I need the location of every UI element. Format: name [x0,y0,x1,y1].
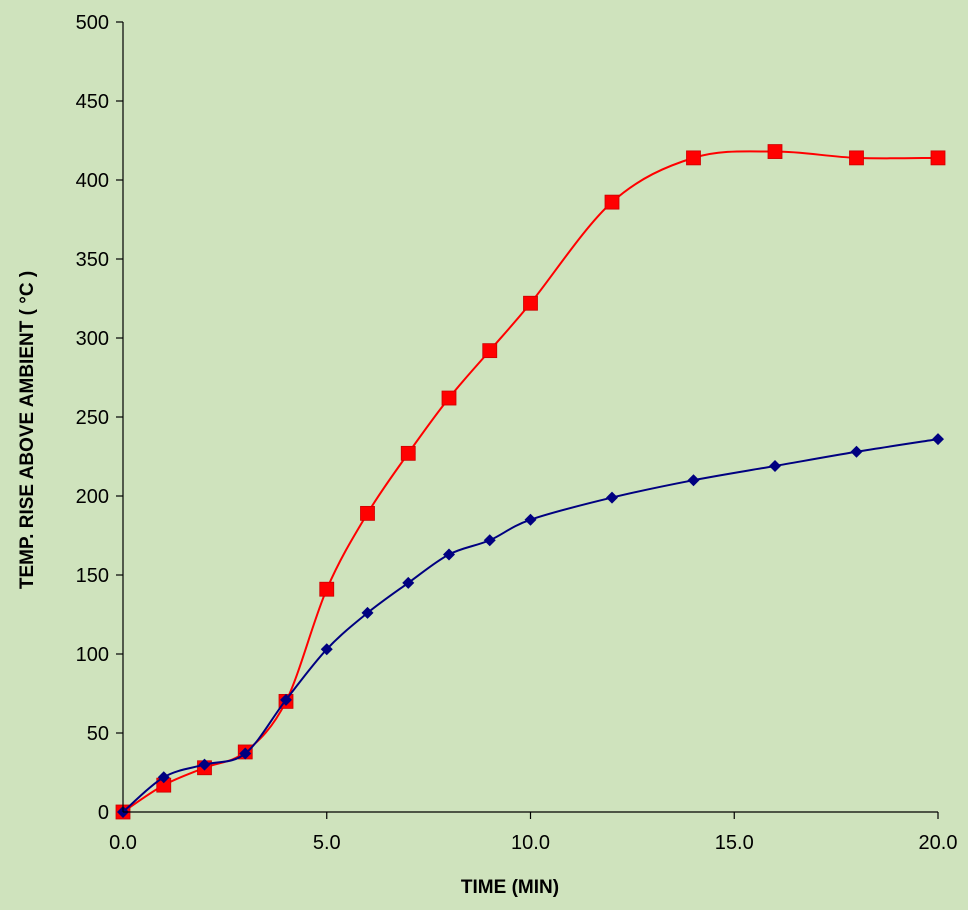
series-1-point [686,150,701,166]
y-tick-label: 100 [76,644,109,666]
series-2-point [157,771,170,784]
series-2-point [769,459,781,472]
y-tick-label: 50 [87,723,109,745]
y-tick-label: 350 [76,249,109,271]
y-tick-label: 400 [76,170,109,192]
series-1-point [523,295,538,311]
series-1-point [849,150,864,166]
series-1-point [441,390,457,406]
x-tick-label: 15.0 [715,832,754,854]
series-1-point [482,343,498,359]
series-2-point [524,513,537,526]
series-2-point [361,606,374,619]
y-axis-title: TEMP. RISE ABOVE AMBIENT ( °C ) [17,271,38,589]
series-1-point [767,144,783,159]
y-tick-label: 250 [76,407,109,429]
x-tick-label: 10.0 [511,832,550,854]
x-axis-title: TIME (MIN) [461,877,559,898]
series-2 [117,433,944,818]
series-2-point [932,433,944,446]
series-2-point [443,548,455,561]
series-1 [115,144,946,820]
x-tick-label: 5.0 [313,832,341,854]
series-layer [115,144,946,820]
x-tick-label: 0.0 [109,832,137,854]
series-2-point [198,758,211,771]
series-1-point [400,445,416,461]
x-tick-label: 20.0 [919,832,958,854]
series-1-point [604,194,620,210]
y-tick-label: 0 [98,802,109,824]
plot-area [123,22,938,812]
y-tick-label: 200 [76,486,109,508]
axes [122,22,938,813]
series-1-point [360,505,375,521]
series-1-point [930,150,946,166]
series-1-point [319,581,335,597]
series-2-point [280,693,292,706]
y-tick-label: 450 [76,91,109,113]
y-tick-label: 300 [76,328,109,350]
series-2-point [850,445,863,458]
series-2-point [320,643,333,656]
series-2-point [402,576,415,589]
series-1-line [122,150,939,813]
axis-ticks: 0 50 100 150 200 250 300 350 400 450 500 0.0 5.0 10.0… [76,12,958,854]
y-tick-label: 150 [76,565,109,587]
series-2-point [687,474,700,487]
series-2-point [239,747,252,760]
y-tick-label: 500 [76,12,109,34]
series-2-point [606,491,618,504]
series-2-point [483,534,496,547]
